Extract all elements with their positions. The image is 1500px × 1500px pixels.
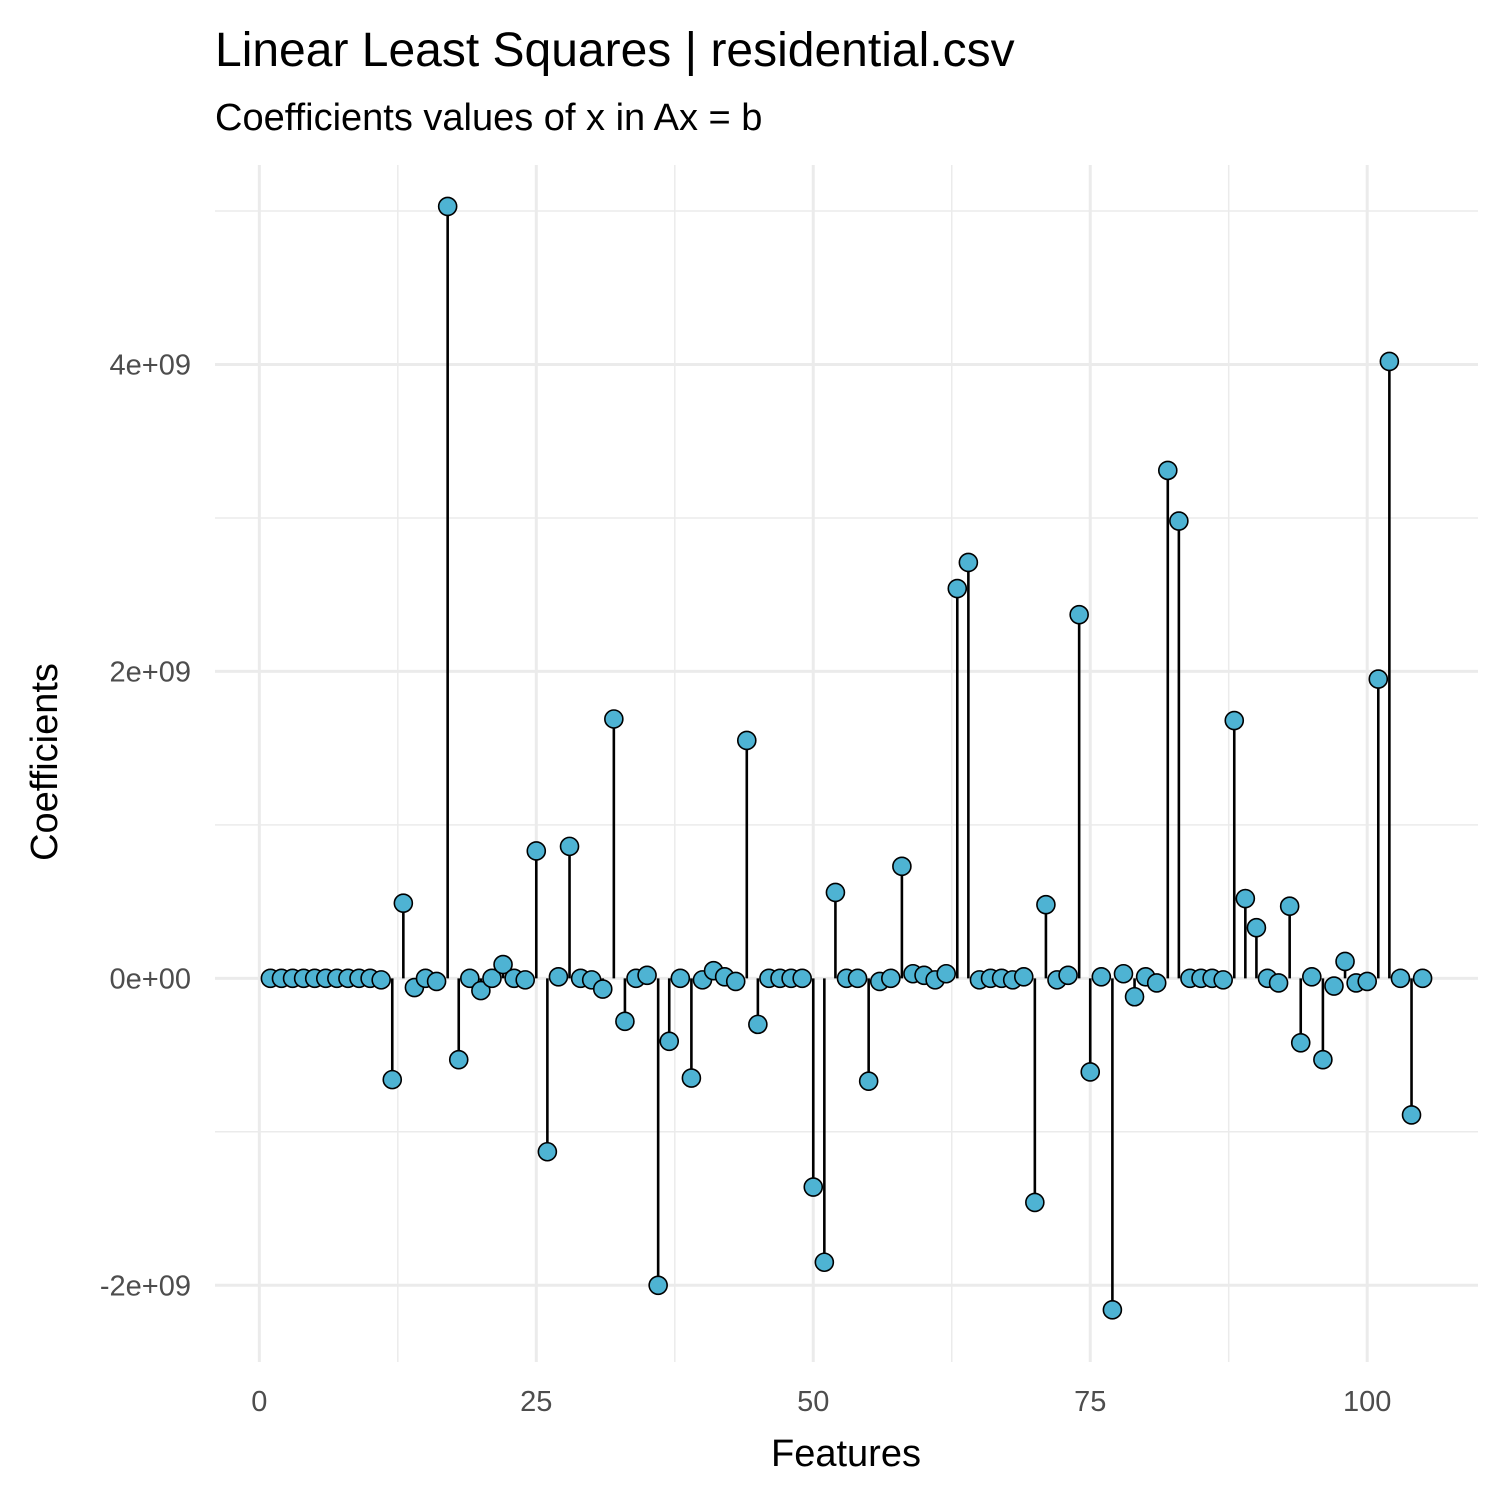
data-point	[1113, 963, 1134, 984]
grid-lines	[215, 165, 1478, 1362]
data-point	[515, 970, 536, 990]
data-point	[1412, 968, 1433, 989]
chart-subtitle: Coefficients values of x in Ax = b	[215, 97, 762, 139]
y-axis-title: Coefficients	[24, 663, 66, 861]
data-point	[1091, 967, 1112, 987]
x-tick-label: 0	[251, 1386, 267, 1418]
y-tick-label: 2e+09	[110, 656, 191, 688]
data-point	[958, 552, 979, 573]
data-point	[814, 1252, 835, 1273]
data-point	[725, 971, 746, 992]
x-tick-label: 100	[1343, 1386, 1391, 1418]
data-point	[1069, 604, 1089, 625]
data-point	[426, 971, 447, 992]
data-point	[460, 968, 480, 989]
data-point	[559, 836, 580, 857]
data-point	[637, 965, 657, 986]
tick-labels: 0 25 50 75 100 -2e+09 0e+00 2e+09 4e+09	[100, 350, 1392, 1419]
data-point	[881, 968, 901, 989]
data-point	[1290, 1033, 1311, 1053]
data-point	[1313, 1049, 1333, 1070]
data-point	[1390, 968, 1411, 989]
data-point	[670, 968, 691, 989]
data-point	[1124, 986, 1145, 1007]
data-point	[736, 730, 757, 751]
data-point	[1224, 710, 1245, 731]
data-point	[936, 963, 957, 984]
data-point	[471, 980, 491, 1001]
data-point	[659, 1031, 680, 1052]
data-point	[681, 1068, 702, 1088]
data-point	[371, 970, 391, 990]
data-point	[592, 979, 613, 999]
data-point	[1157, 460, 1178, 481]
data-point	[448, 1049, 469, 1070]
data-point	[1169, 511, 1189, 531]
data-point	[1401, 1105, 1422, 1125]
data-point	[1357, 971, 1378, 992]
y-tick-label: -2e+09	[100, 1270, 191, 1302]
x-tick-label: 25	[520, 1386, 552, 1418]
data-point	[1213, 970, 1233, 990]
data-point	[847, 968, 868, 989]
data-point	[615, 1011, 635, 1032]
data-point	[382, 1069, 403, 1090]
data-point	[825, 882, 846, 903]
data-point	[1335, 951, 1355, 972]
data-point	[1013, 967, 1034, 987]
data-point	[858, 1071, 879, 1091]
y-tick-label: 0e+00	[110, 963, 191, 995]
data-point	[1146, 973, 1167, 993]
data-point	[1302, 967, 1322, 987]
data-point	[1235, 888, 1256, 909]
data-point	[1058, 965, 1078, 986]
data-point	[792, 968, 812, 989]
data-point	[1324, 976, 1344, 996]
data-point	[1268, 973, 1289, 993]
data-point	[1102, 1300, 1123, 1320]
data-point	[393, 893, 414, 913]
data-point	[947, 578, 968, 599]
stems	[379, 206, 1413, 1310]
data-point	[537, 1141, 558, 1162]
data-point	[437, 196, 458, 217]
data-point	[1246, 917, 1267, 938]
x-tick-label: 50	[797, 1386, 829, 1418]
data-point	[892, 856, 912, 877]
data-point	[526, 841, 547, 861]
data-point	[1080, 1062, 1101, 1082]
data-point	[604, 709, 624, 729]
data-point	[1379, 351, 1400, 372]
data-point	[482, 968, 502, 989]
data-point	[803, 1177, 824, 1197]
points	[260, 196, 1433, 1320]
data-point	[1279, 896, 1300, 917]
data-point	[1368, 669, 1389, 689]
y-tick-label: 4e+09	[110, 350, 191, 382]
data-point	[1036, 894, 1056, 915]
data-point	[548, 967, 569, 987]
data-point	[748, 1014, 768, 1035]
x-tick-label: 75	[1074, 1386, 1106, 1418]
data-point	[648, 1275, 668, 1296]
chart-title: Linear Least Squares | residential.csv	[215, 24, 1015, 77]
data-point	[493, 954, 513, 975]
data-point	[1025, 1192, 1045, 1213]
x-axis-title: Features	[771, 1433, 921, 1475]
